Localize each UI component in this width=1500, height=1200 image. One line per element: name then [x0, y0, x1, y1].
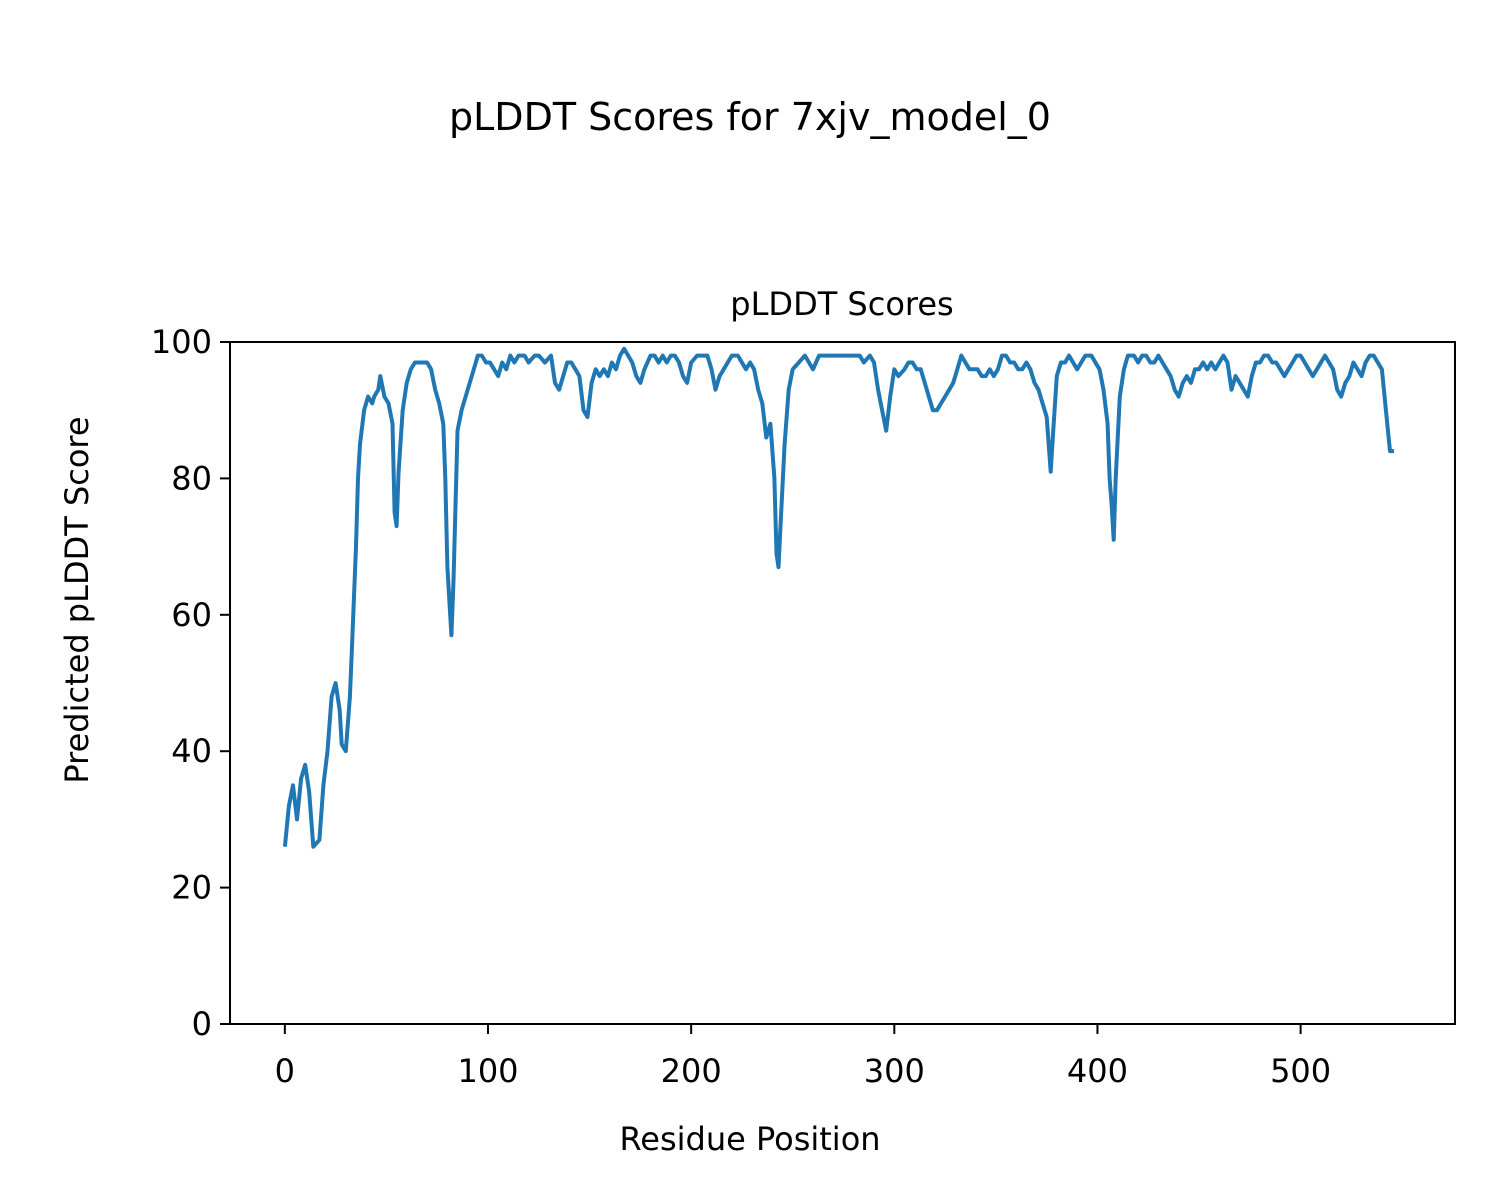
y-tick-label: 0 — [192, 1005, 212, 1043]
y-axis-label: Predicted pLDDT Score — [58, 416, 96, 783]
y-tick-label: 100 — [151, 323, 212, 361]
figure-title: pLDDT Scores for 7xjv_model_0 — [449, 95, 1051, 139]
x-tick-label: 400 — [1067, 1052, 1128, 1090]
x-tick-label: 100 — [457, 1052, 518, 1090]
axes-title: pLDDT Scores — [730, 285, 953, 323]
x-tick-label: 200 — [661, 1052, 722, 1090]
x-tick-label: 300 — [864, 1052, 925, 1090]
y-tick-label: 20 — [171, 869, 212, 907]
series-line — [282, 346, 1395, 849]
x-axis-label: Residue Position — [619, 1120, 880, 1158]
x-tick-label: 500 — [1270, 1052, 1331, 1090]
x-tick-label: 0 — [275, 1052, 295, 1090]
y-tick-label: 60 — [171, 596, 212, 634]
plot-frame — [229, 341, 1456, 1025]
y-tick-label: 80 — [171, 459, 212, 497]
y-tick-label: 40 — [171, 732, 212, 770]
